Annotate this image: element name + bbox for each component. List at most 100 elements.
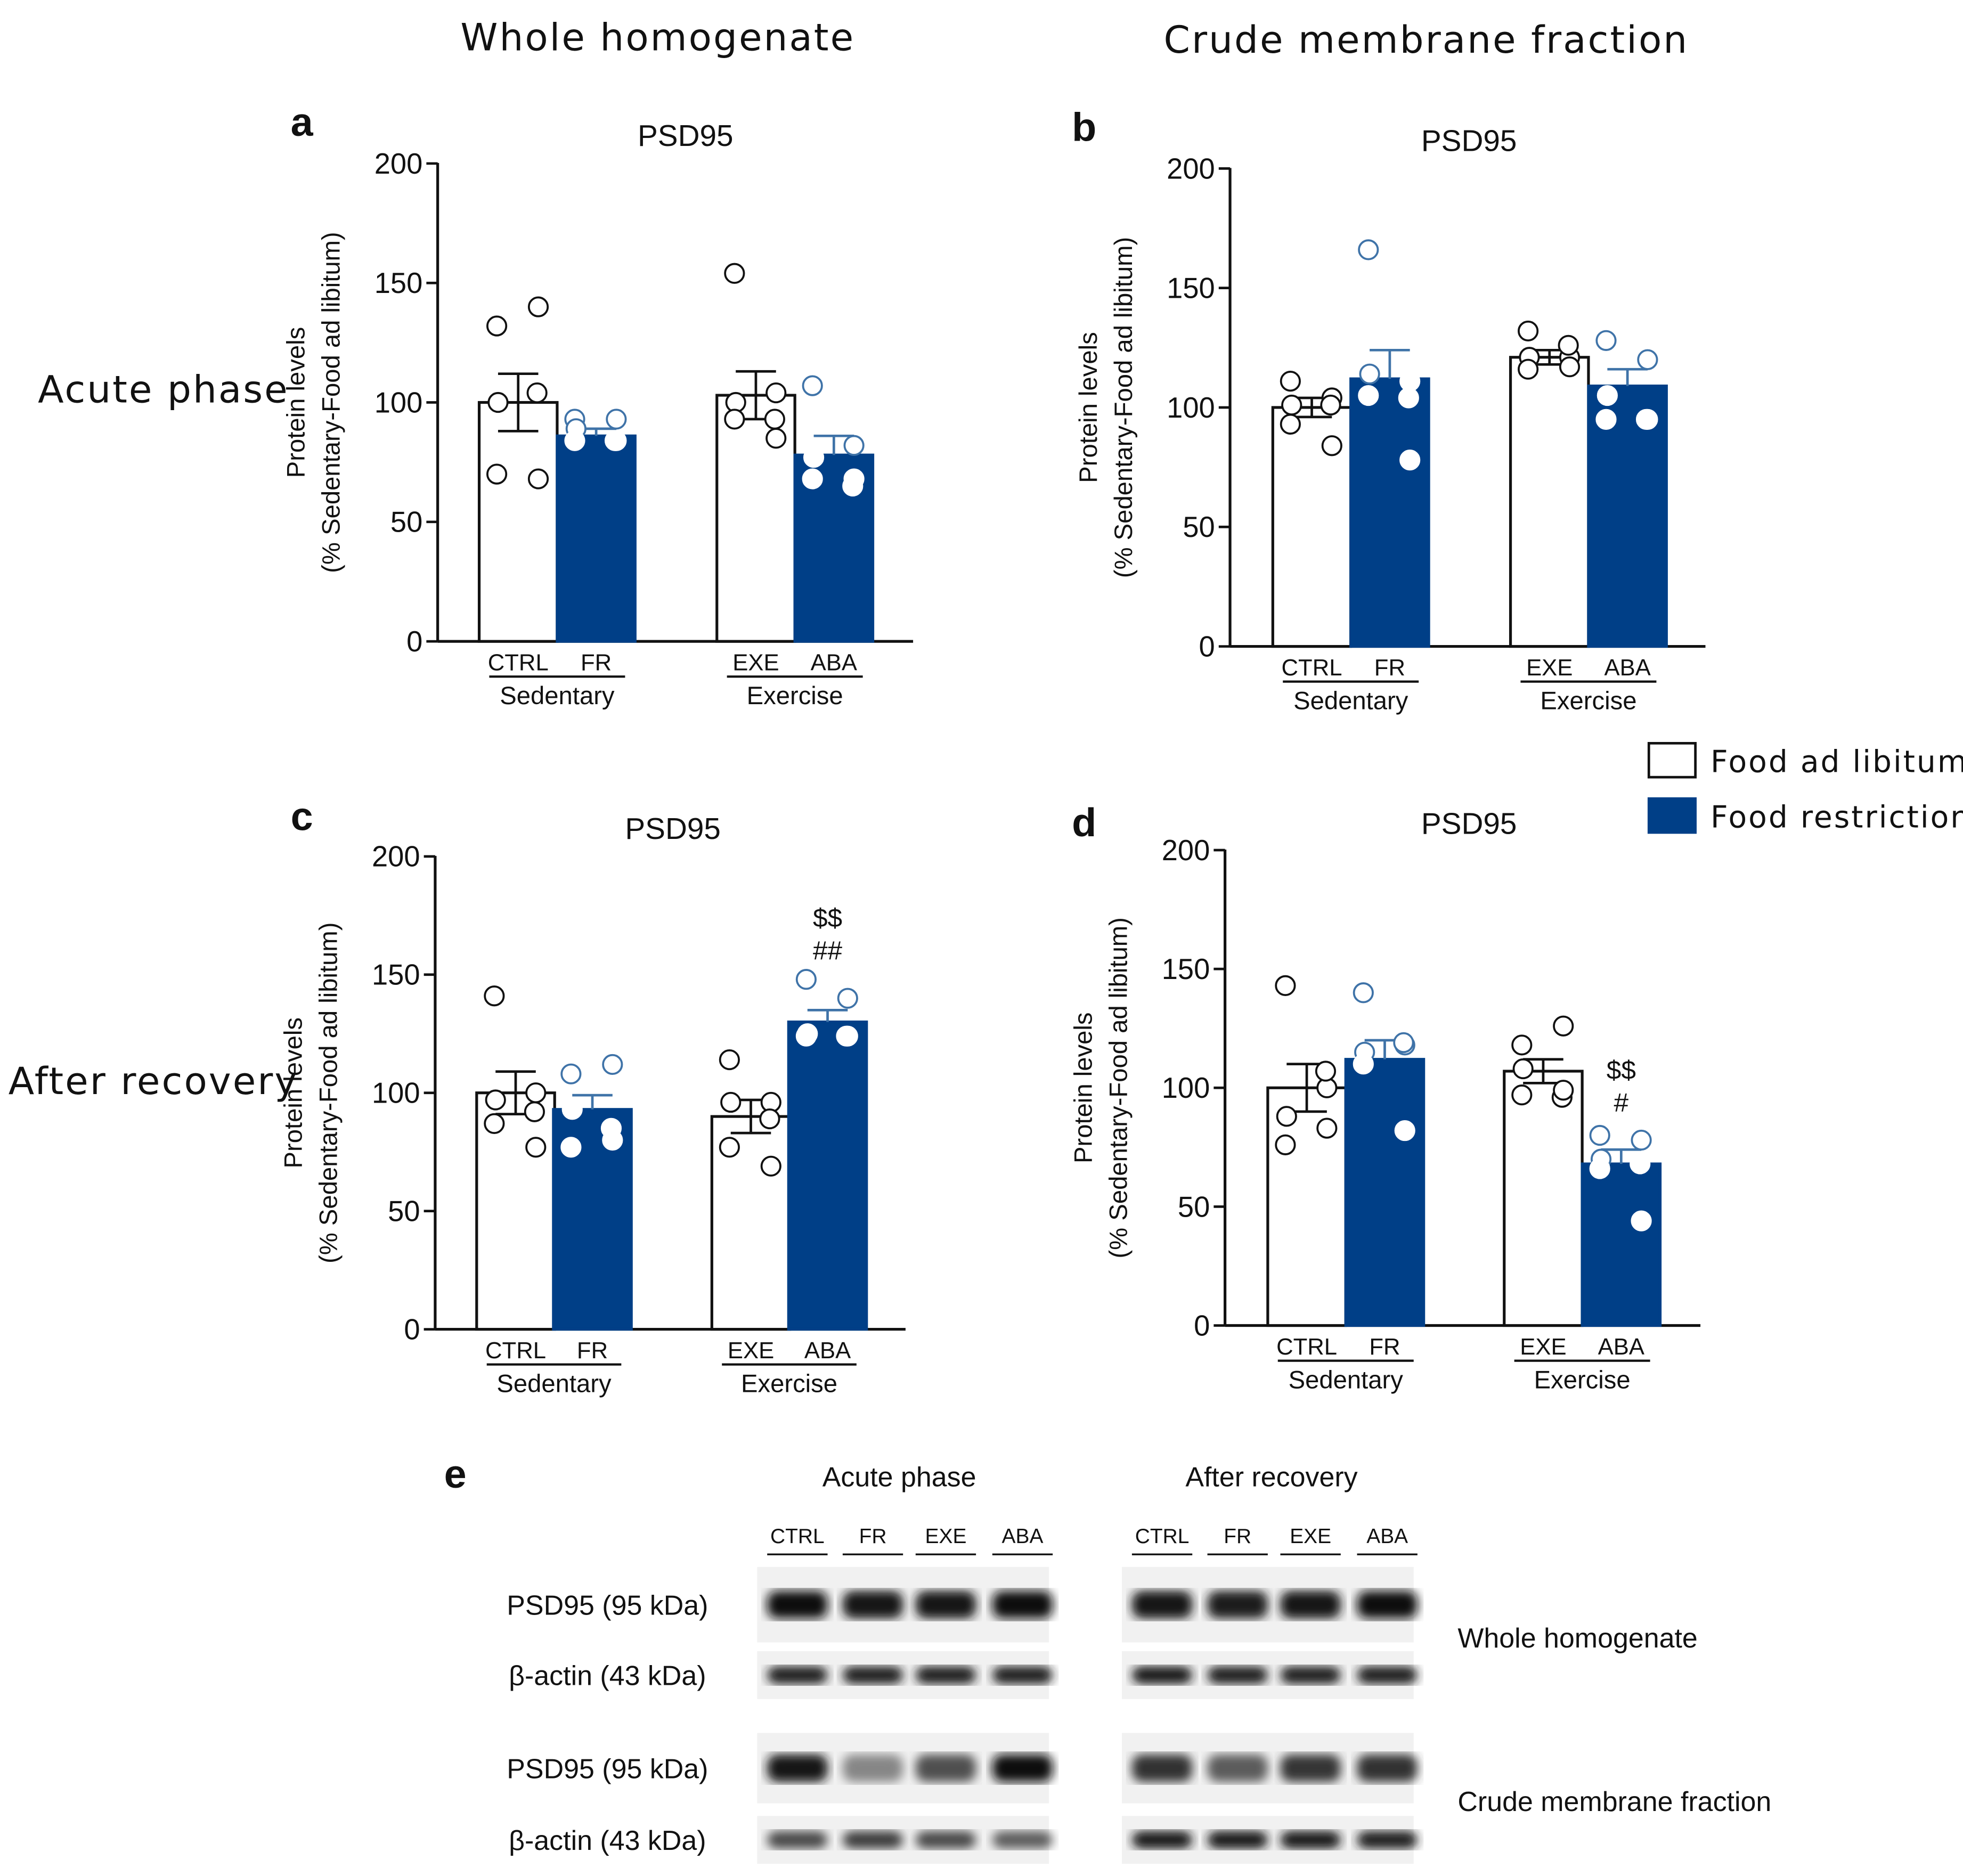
y-tick-label: 50 bbox=[388, 1195, 420, 1228]
blot-band bbox=[842, 1831, 903, 1849]
y-axis-label: Protein levels bbox=[1069, 1013, 1097, 1163]
blot-fraction-label: Crude membrane fraction bbox=[1457, 1787, 1771, 1817]
y-axis-label: (% Sedentary-Food ad libitum) bbox=[1110, 237, 1138, 578]
blot-band bbox=[1131, 1666, 1193, 1684]
data-point bbox=[765, 382, 787, 404]
data-point bbox=[486, 315, 508, 337]
blot-band bbox=[1207, 1590, 1268, 1619]
chart-panel-a: a PSD95 0 50 100 150 200 Protein levels (% Seden… bbox=[282, 100, 914, 710]
data-point bbox=[843, 468, 865, 490]
x-tick-label: EXE bbox=[728, 1337, 774, 1364]
group-label: Sedentary bbox=[1289, 1366, 1404, 1394]
data-point bbox=[1637, 349, 1658, 370]
data-point bbox=[802, 468, 823, 490]
bar bbox=[477, 401, 559, 643]
data-point bbox=[724, 263, 745, 284]
data-point bbox=[720, 1091, 742, 1113]
y-tick-label: 0 bbox=[1199, 630, 1215, 663]
x-tick-label: CTRL bbox=[1282, 655, 1342, 681]
data-point bbox=[1399, 450, 1421, 471]
blot-band bbox=[992, 1666, 1053, 1684]
significance-annotation: $$ bbox=[813, 903, 842, 933]
y-tick-label: 0 bbox=[404, 1313, 420, 1345]
data-point bbox=[1275, 1134, 1296, 1155]
blot-band bbox=[767, 1666, 828, 1684]
figure-headers: Whole homogenate Crude membrane fraction A… bbox=[9, 15, 1689, 1103]
panel-letter: c bbox=[291, 794, 313, 839]
y-tick-label: 100 bbox=[1162, 1072, 1210, 1104]
blot-band bbox=[915, 1831, 976, 1849]
blot-lane-label: CTRL bbox=[770, 1525, 825, 1548]
data-point bbox=[1630, 1153, 1651, 1174]
legend-swatch bbox=[1647, 797, 1697, 834]
legend: Food ad libitum Food restriction bbox=[1647, 741, 1963, 835]
data-point bbox=[564, 430, 585, 451]
blot-band bbox=[1131, 1831, 1193, 1849]
bar bbox=[1509, 356, 1590, 648]
y-axis-label: Protein levels bbox=[282, 327, 310, 478]
y-tick-label: 50 bbox=[390, 506, 422, 539]
y-tick-label: 100 bbox=[1167, 391, 1215, 424]
data-point bbox=[764, 409, 785, 430]
data-point bbox=[1595, 409, 1617, 430]
x-tick-label: EXE bbox=[1526, 655, 1573, 681]
data-point bbox=[1511, 1084, 1533, 1106]
data-point bbox=[602, 1129, 623, 1151]
x-tick-label: ABA bbox=[1604, 655, 1651, 681]
significance-annotation: # bbox=[1614, 1088, 1629, 1118]
chart-title: PSD95 bbox=[638, 119, 734, 153]
group-label: Exercise bbox=[1534, 1366, 1631, 1394]
data-point bbox=[1631, 1129, 1652, 1151]
data-point bbox=[837, 1025, 858, 1047]
data-point bbox=[1511, 1034, 1533, 1056]
data-point bbox=[1553, 1080, 1574, 1101]
chart-title: PSD95 bbox=[1421, 124, 1517, 158]
y-tick-label: 150 bbox=[372, 959, 420, 991]
data-point bbox=[487, 391, 509, 413]
x-tick-label: CTRL bbox=[485, 1337, 546, 1364]
y-axis-label: (% Sedentary-Food ad libitum) bbox=[317, 232, 345, 573]
panel-letter: a bbox=[291, 100, 314, 145]
data-point bbox=[837, 988, 858, 1009]
legend-swatch bbox=[1647, 741, 1697, 779]
column-header: Crude membrane fraction bbox=[1164, 18, 1689, 62]
data-point bbox=[1353, 982, 1374, 1004]
data-point bbox=[1280, 413, 1301, 435]
chart-panel-b: b PSD95 0 50 100 150 200 Protein levels (% Seden… bbox=[1072, 105, 1706, 715]
panel-letter: e bbox=[444, 1452, 467, 1497]
blot-band bbox=[767, 1754, 828, 1782]
y-axis-label: Protein levels bbox=[280, 1017, 308, 1168]
data-point bbox=[1316, 1118, 1338, 1139]
data-point bbox=[1280, 371, 1301, 392]
blot-band bbox=[1280, 1831, 1341, 1849]
y-tick-label: 100 bbox=[374, 386, 423, 419]
x-tick-label: CTRL bbox=[488, 649, 549, 675]
data-point bbox=[719, 1049, 740, 1071]
data-point bbox=[527, 468, 549, 490]
data-point bbox=[803, 447, 825, 468]
blot-band bbox=[1357, 1666, 1418, 1684]
x-tick-label: EXE bbox=[1520, 1334, 1566, 1360]
data-point bbox=[526, 382, 548, 404]
data-point bbox=[1358, 239, 1379, 260]
data-point bbox=[1553, 1015, 1574, 1037]
blot-band bbox=[992, 1831, 1053, 1849]
data-point bbox=[1281, 394, 1302, 416]
group-label: Sedentary bbox=[500, 682, 615, 710]
data-point bbox=[1358, 385, 1379, 406]
chart-title: PSD95 bbox=[1421, 807, 1517, 841]
y-tick-label: 150 bbox=[1167, 272, 1215, 305]
group-label: Sedentary bbox=[1293, 687, 1408, 715]
blot-lane-label: ABA bbox=[1366, 1525, 1408, 1548]
data-point bbox=[1394, 1120, 1415, 1141]
blot-lane-label: FR bbox=[859, 1525, 887, 1548]
blot-band bbox=[767, 1831, 828, 1849]
blot-lane-label: CTRL bbox=[1135, 1525, 1190, 1548]
x-tick-label: FR bbox=[1374, 655, 1405, 681]
x-tick-label: FR bbox=[577, 1337, 608, 1364]
panel-letter: d bbox=[1072, 801, 1096, 845]
panel-letter: b bbox=[1072, 105, 1096, 150]
data-point bbox=[525, 1082, 547, 1104]
blot-section-title: After recovery bbox=[1185, 1462, 1357, 1493]
y-axis-label: Protein levels bbox=[1074, 332, 1103, 483]
